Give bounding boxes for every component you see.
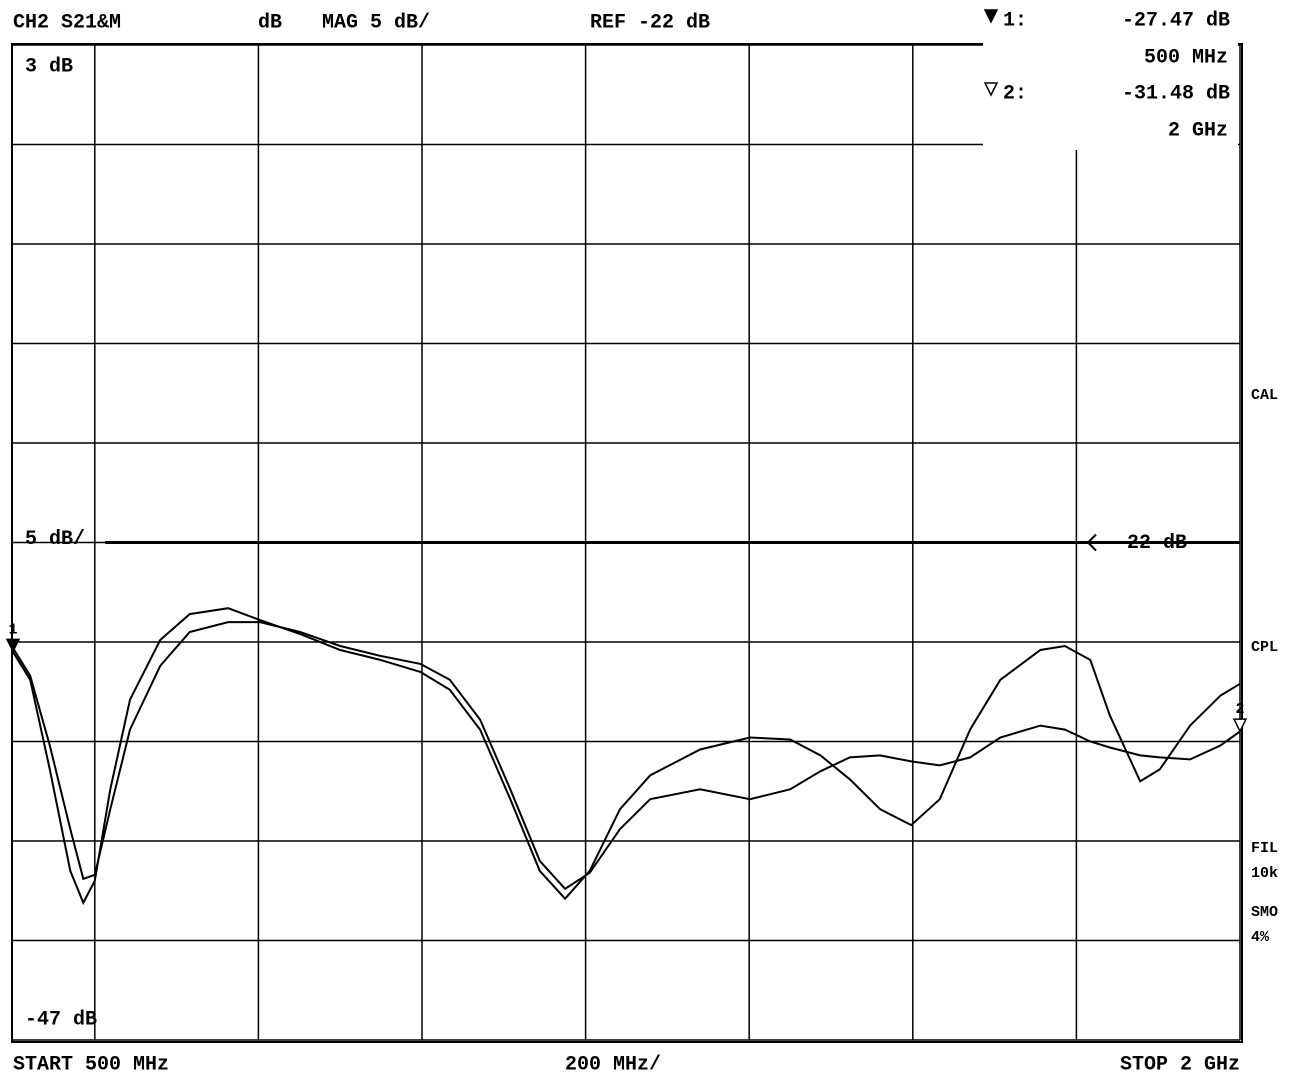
- readout-label: 2:: [1003, 82, 1027, 105]
- readout-frequency: 2 GHz: [1168, 119, 1228, 142]
- side-label: 10k: [1251, 865, 1278, 882]
- header-channel: CH2 S21&M: [13, 11, 121, 34]
- readout-value: -31.48 dB: [1122, 82, 1230, 105]
- readout-symbol: [983, 9, 999, 24]
- marker-name: 1: [8, 621, 17, 638]
- readout-value: -27.47 dB: [1122, 9, 1230, 32]
- ref-arrow: [1086, 533, 1097, 552]
- marker: [5, 638, 21, 654]
- plot-frame: [11, 43, 1243, 1043]
- header-format: dB: [258, 11, 282, 34]
- readout-box: [983, 0, 1238, 150]
- texts: CH2 S21&M dB MAG 5 dB/ REF -22 dB 3 dB -…: [8, 9, 1278, 1076]
- y-bottom-label: -47 dB: [25, 1008, 97, 1031]
- traces: [5, 607, 1248, 906]
- header-ref: REF -22 dB: [590, 11, 710, 34]
- readout-frequency: 500 MHz: [1144, 46, 1228, 69]
- side-label: CPL: [1251, 639, 1278, 656]
- footer-span: 200 MHz/: [565, 1053, 661, 1076]
- footer-stop: STOP 2 GHz: [1120, 1053, 1240, 1076]
- y-top-label: 3 dB: [25, 55, 73, 78]
- marker: [1232, 718, 1248, 733]
- trace: [12, 607, 1241, 906]
- footer-start: START 500 MHz: [13, 1053, 169, 1076]
- side-label: FIL: [1251, 840, 1278, 857]
- readout-label: 1:: [1003, 9, 1027, 32]
- side-label: SMO: [1251, 904, 1278, 921]
- ref-label: -22 dB: [1115, 532, 1187, 555]
- trace: [12, 621, 1241, 891]
- side-label: CAL: [1251, 387, 1278, 404]
- marker-name: 2: [1235, 701, 1244, 718]
- side-label: 4%: [1251, 929, 1270, 946]
- scale-label: 5 dB/: [25, 528, 85, 551]
- readout-symbol: [983, 82, 999, 97]
- header-scale: MAG 5 dB/: [322, 11, 430, 34]
